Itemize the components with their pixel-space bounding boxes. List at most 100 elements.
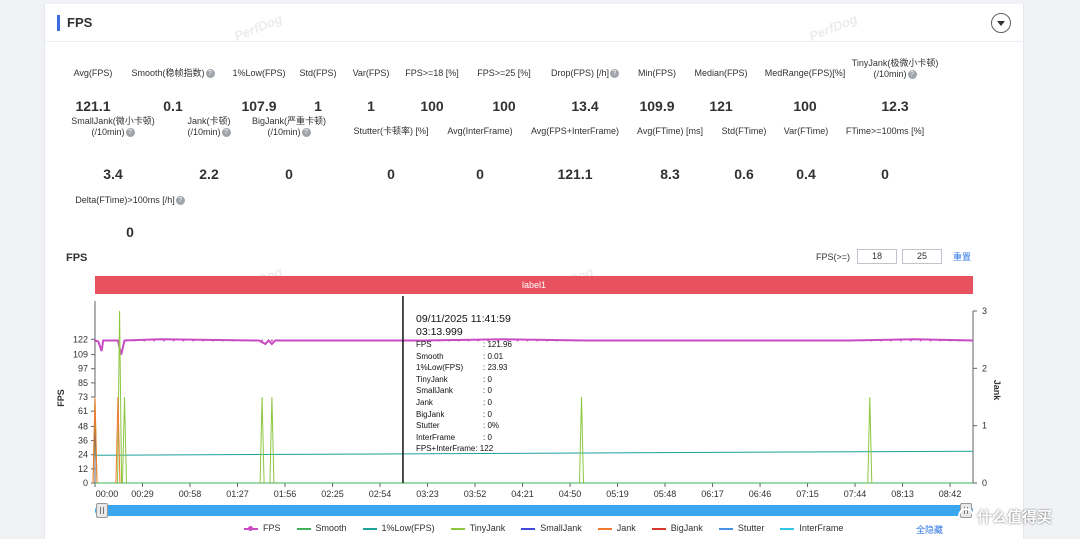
metric-value: 100 [420, 98, 444, 114]
help-icon[interactable]: ? [907, 70, 917, 80]
metric-item: Var(FTime) 0.4 [736, 126, 876, 182]
metric-value: 100 [793, 98, 817, 114]
metric-label: Avg(FPS+InterFrame) [530, 126, 620, 136]
fps-filter-label: FPS(>=) [816, 252, 851, 262]
metric-label-unit: (/10min)? [43, 127, 183, 138]
metric-item: FTime>=100ms [%] 0 [815, 126, 955, 182]
hide-all-button[interactable]: 全隐藏 [916, 525, 944, 535]
metric-value: 109.9 [639, 98, 675, 114]
metric-label: Delta(FTime)>100ms [/h]? [60, 195, 200, 206]
legend-item[interactable]: InterFrame [780, 523, 843, 533]
help-icon[interactable]: ? [175, 196, 185, 206]
legend-label: Stutter [737, 523, 765, 533]
legend-label: BigJank [670, 523, 703, 533]
metric-value: 0.6 [734, 166, 754, 182]
help-icon[interactable]: ? [610, 69, 619, 79]
collapse-button[interactable] [991, 13, 1011, 33]
reset-button[interactable]: 重置 [953, 252, 972, 262]
metric-value: 8.3 [660, 166, 680, 182]
chart-legend: FPS Smooth 1%Low(FPS) TinyJank SmallJank Jank… [244, 523, 859, 533]
tooltip-row: BigJank: 0 [416, 409, 512, 421]
tooltip-value: : 0 [483, 397, 492, 407]
legend-item[interactable]: Stutter [718, 523, 765, 533]
help-icon[interactable]: ? [221, 128, 231, 138]
metric-value: 100 [492, 98, 516, 114]
metric-item: SmallJank(微小卡顿) (/10min)? 3.4 [43, 116, 183, 182]
metric-label: MedRange(FPS)[%] [764, 68, 846, 78]
metric-label-unit: (/10min)? [825, 69, 965, 80]
tooltip-row: InterFrame: 0 [416, 432, 512, 444]
metric-label: Std(FTime) [721, 126, 767, 136]
panel-title: FPS [57, 15, 92, 31]
legend-swatch [521, 527, 536, 530]
legend-label: 1%Low(FPS) [381, 523, 435, 533]
metric-value: 0.4 [796, 166, 816, 182]
legend-label: Jank [616, 523, 636, 533]
help-icon[interactable]: ? [205, 69, 215, 79]
tooltip-key: InterFrame [416, 432, 456, 442]
metric-value: 0 [387, 166, 395, 182]
metric-item: Avg(FPS+InterFrame) 121.1 [505, 126, 645, 182]
legend-item[interactable]: BigJank [651, 523, 703, 533]
legend-item[interactable]: FPS [244, 523, 281, 533]
tooltip-row: Smooth : 0.01 [416, 351, 512, 363]
legend-item[interactable]: Smooth [296, 523, 347, 533]
tooltip-last-row: FPS+InterFrame: 122 [416, 444, 494, 454]
legend-item[interactable]: TinyJank [450, 523, 505, 533]
metric-label: FPS>=25 [%] [477, 68, 531, 78]
legend-item[interactable]: Jank [597, 523, 636, 533]
metric-value: 0 [285, 166, 293, 182]
metric-item: MedRange(FPS)[%] 100 [735, 68, 875, 114]
metric-value: 107.9 [241, 98, 277, 114]
metric-label: Avg(InterFrame) [447, 126, 513, 136]
metric-label-unit: (/10min)? [139, 127, 279, 138]
legend-item[interactable]: 1%Low(FPS) [362, 523, 435, 533]
tooltip-value: : 0.01 [483, 351, 504, 361]
tooltip-row: Stutter: 0% [416, 420, 512, 432]
metric-label: Smooth(稳帧指数)? [103, 68, 243, 79]
metric-label: Std(FPS) [299, 68, 337, 78]
label-band[interactable]: label1 [95, 276, 973, 294]
metric-value: 0.1 [163, 98, 183, 114]
legend-label: InterFrame [799, 523, 844, 533]
legend-swatch [450, 527, 465, 530]
tooltip-row: Jank: 0 [416, 397, 512, 409]
help-icon[interactable]: ? [125, 128, 135, 138]
tooltip-row: TinyJank: 0 [416, 374, 512, 386]
metric-label: FTime>=100ms [%] [845, 126, 925, 136]
legend-label: Smooth [315, 523, 347, 533]
tooltip-rows: FPS: 121.96 Smooth: 0.01 1%Low(FPS): 23.93… [416, 339, 512, 443]
metric-value: 0 [126, 224, 134, 240]
metric-value: 13.4 [571, 98, 599, 114]
metric-label: FPS>=18 [%] [405, 68, 459, 78]
metric-label: TinyJank(极微小卡顿) [851, 58, 939, 68]
legend-item[interactable]: SmallJank [521, 523, 582, 533]
threshold-input-1[interactable]: 18 [857, 249, 897, 264]
tooltip-row: 1%Low(FPS): 23.93 [416, 362, 512, 374]
metric-item: Avg(FTime) [ms] 8.3 [600, 126, 740, 182]
metric-label: BigJank(严重卡顿) [251, 116, 326, 126]
metric-value: 12.3 [881, 98, 909, 114]
metric-value: 0 [476, 166, 484, 182]
metric-label: Var(FPS) [352, 68, 390, 78]
tooltip-value: : 0 [483, 386, 492, 396]
range-start-handle[interactable] [96, 503, 108, 518]
metric-item: Avg(FPS) 121.1 [23, 68, 163, 114]
metric-item: Median(FPS) 121 [651, 68, 791, 114]
tooltip-value: : 0% [483, 421, 500, 431]
metric-item: Smooth(稳帧指数)? 0.1 [103, 68, 243, 114]
tooltip-key: Smooth [416, 351, 444, 361]
tooltip-time: 03:13.999 [416, 326, 463, 338]
help-icon[interactable]: ? [301, 128, 311, 138]
tooltip-row: SmallJank: 0 [416, 385, 512, 397]
chevron-down-icon [997, 21, 1005, 26]
chart-title: FPS [66, 252, 88, 264]
tooltip-key: TinyJank [416, 374, 448, 384]
metric-value: 2.2 [199, 166, 219, 182]
time-range-scrollbar[interactable] [95, 505, 973, 516]
threshold-input-2[interactable]: 25 [902, 249, 942, 264]
metric-item: Min(FPS) 109.9 [587, 68, 727, 114]
metric-value: 1 [367, 98, 375, 114]
metric-item: Drop(FPS) [/h]? 13.4 [515, 68, 655, 114]
